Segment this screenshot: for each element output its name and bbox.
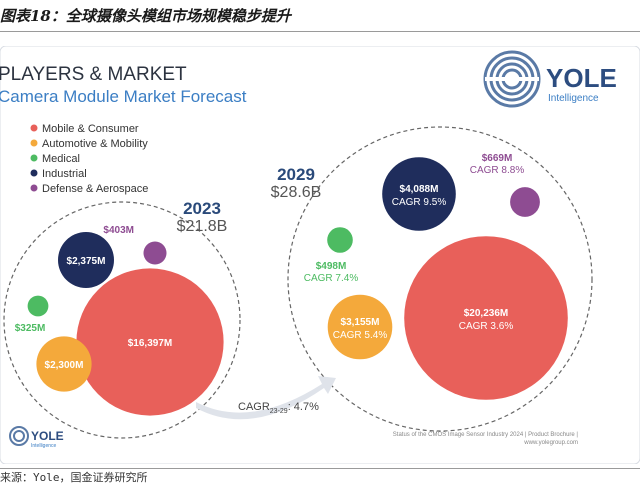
value-label-defense-and-aerospace-2029: $669M xyxy=(482,153,513,164)
source-note: 来源：Yole，国金证券研究所 xyxy=(0,471,148,484)
caption-divider xyxy=(0,31,640,32)
legend-label-medical: Medical xyxy=(42,153,80,165)
bubble-defense-and-aerospace-2029 xyxy=(510,187,540,217)
legend-marker-defense-and-aerospace xyxy=(30,184,38,192)
value-label-industrial-2023: $2,375M xyxy=(67,256,106,267)
bubble-industrial-2029 xyxy=(382,157,456,231)
legend-marker-automotive-and-mobility xyxy=(30,139,38,147)
figure-caption: 图表18：全球摄像头模组市场规模稳步提升 xyxy=(0,7,291,25)
growth-arrow: CAGR23-29: 4.7% xyxy=(196,376,336,420)
legend-label-industrial: Industrial xyxy=(42,168,87,180)
value-label-mobile-and-consumer-2029: $20,236M xyxy=(464,308,508,319)
small-yole-ring-icon xyxy=(9,426,29,446)
yole-logo: YOLE Intelligence xyxy=(483,50,617,108)
cagr-label-industrial-2029: CAGR 9.5% xyxy=(392,197,447,208)
legend-label-defense-and-aerospace: Defense & Aerospace xyxy=(42,183,148,195)
value-label-automotive-and-mobility-2029: $3,155M xyxy=(341,317,380,328)
bubble-automotive-and-mobility-2029 xyxy=(327,294,393,360)
cagr-label-automotive-and-mobility-2029: CAGR 5.4% xyxy=(333,330,388,341)
bubble-chart: PLAYERS & MARKET Camera Module Market Fo… xyxy=(0,46,640,464)
chart-card: PLAYERS & MARKET Camera Module Market Fo… xyxy=(0,46,640,464)
small-logo-name: YOLE xyxy=(31,429,64,443)
value-label-defense-and-aerospace-2023: $403M xyxy=(103,225,134,236)
cagr-label-mobile-and-consumer-2029: CAGR 3.6% xyxy=(459,321,514,332)
small-logo-tagline: Intelligence xyxy=(31,443,57,449)
legend-label-automotive-and-mobility: Automotive & Mobility xyxy=(42,138,148,150)
value-label-medical-2029: $498M xyxy=(316,261,347,272)
bubbles: $16,397M $2,300M $325M $2,375M $403M $20,236M… xyxy=(15,153,568,416)
cagr-label-medical-2029: CAGR 7.4% xyxy=(304,273,359,284)
bubble-mobile-and-consumer-2023 xyxy=(76,268,224,416)
group-2029-outline xyxy=(287,126,593,432)
bubble-industrial-2023 xyxy=(58,232,114,288)
yole-ring-icon xyxy=(483,50,541,108)
footer-line1: Status of the CMOS Image Sensor Industry… xyxy=(393,432,579,438)
bubble-defense-and-aerospace-2023 xyxy=(143,241,167,265)
bubble-medical-2023 xyxy=(27,295,49,317)
source-divider xyxy=(0,468,640,469)
bubble-medical-2029 xyxy=(327,227,353,253)
total-label-2029: $28.6B xyxy=(271,184,322,201)
bubble-automotive-and-mobility-2023 xyxy=(36,336,92,392)
cagr-label-defense-and-aerospace-2029: CAGR 8.8% xyxy=(470,165,525,176)
legend-marker-medical xyxy=(30,154,38,162)
legend: Mobile & Consumer Automotive & Mobility Me… xyxy=(30,123,148,195)
chart-title: PLAYERS & MARKET xyxy=(0,64,187,85)
small-yole-logo: YOLE Intelligence xyxy=(9,426,64,449)
legend-marker-mobile-and-consumer xyxy=(30,124,38,132)
year-label-2023: 2023 xyxy=(183,199,221,218)
overall-cagr: CAGR23-29: 4.7% xyxy=(238,401,319,415)
footer-line2: www.yolegroup.com xyxy=(523,440,578,446)
value-label-medical-2023: $325M xyxy=(15,323,46,334)
group-2023-outline xyxy=(3,201,241,439)
value-label-industrial-2029: $4,088M xyxy=(400,184,439,195)
year-label-2029: 2029 xyxy=(277,165,315,184)
logo-tagline: Intelligence xyxy=(548,93,599,104)
value-label-mobile-and-consumer-2023: $16,397M xyxy=(128,338,172,349)
legend-marker-industrial xyxy=(30,169,38,177)
chart-subtitle: Camera Module Market Forecast xyxy=(0,87,247,106)
total-label-2023: $21.8B xyxy=(177,218,228,235)
legend-label-mobile-and-consumer: Mobile & Consumer xyxy=(42,123,139,135)
value-label-automotive-and-mobility-2023: $2,300M xyxy=(45,360,84,371)
logo-name: YOLE xyxy=(546,63,617,93)
bubble-mobile-and-consumer-2029 xyxy=(404,236,568,400)
